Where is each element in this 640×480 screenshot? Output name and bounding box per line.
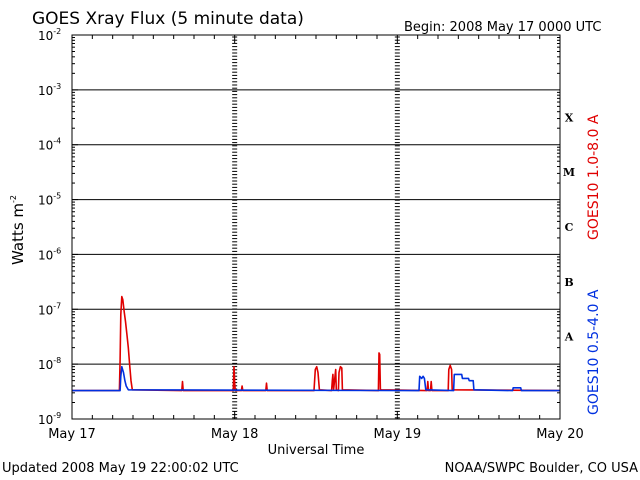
x-tick-label-0: May 17 — [48, 427, 96, 442]
y-tick-label: 10-4 — [38, 137, 61, 153]
series-lines — [72, 295, 561, 392]
grid-lines — [72, 36, 560, 419]
x-axis-ticks: May 17 May 18 May 19 May 20 — [48, 35, 584, 442]
flare-class-c: C — [565, 221, 574, 234]
y-tick-3: 10-5 — [38, 192, 560, 239]
x-axis-label: Universal Time — [268, 443, 365, 458]
y-tick-5: 10-7 — [38, 301, 560, 349]
plot-frame — [71, 34, 561, 420]
series-labels: GOES10 1.0-8.0 A GOES10 0.5-4.0 A — [586, 114, 602, 415]
flare-class-labels: X M C B A — [563, 111, 575, 343]
y-axis-label-superscript: -2 — [9, 195, 18, 203]
y-tick-label: 10-9 — [38, 411, 61, 427]
y-axis-label: Watts m-2 — [9, 195, 27, 265]
chart-title: GOES Xray Flux (5 minute data) — [32, 9, 304, 29]
y-tick-label: 10-6 — [38, 246, 61, 262]
updated-timestamp: Updated 2008 May 19 22:00:02 UTC — [2, 461, 239, 476]
x-tick-label-1: May 18 — [211, 427, 259, 442]
begin-label: Begin: 2008 May 17 0000 UTC — [404, 20, 601, 35]
y-tick-1: 10-3 — [38, 82, 560, 129]
y-tick-4: 10-6 — [38, 246, 560, 294]
y-tick-6: 10-8 — [38, 356, 560, 403]
y-tick-label: 10-7 — [38, 301, 61, 317]
y-tick-label: 10-3 — [38, 82, 61, 98]
flare-class-m: M — [563, 166, 575, 179]
flare-class-b: B — [564, 276, 573, 289]
y-tick-label: 10-2 — [38, 27, 61, 43]
series-label-0: GOES10 1.0-8.0 A — [586, 114, 602, 240]
x-tick-label-2: May 19 — [374, 427, 422, 442]
x-tick-label-3: May 20 — [536, 427, 584, 442]
series-line-0 — [72, 295, 561, 392]
series-label-1: GOES10 0.5-4.0 A — [586, 289, 602, 415]
flare-class-a: A — [564, 331, 574, 344]
day-divider-1 — [232, 36, 238, 419]
flare-class-x: X — [565, 111, 574, 124]
day-divider-2 — [394, 36, 400, 419]
series-line-1 — [72, 365, 560, 392]
y-axis-label-text: Watts m — [9, 203, 27, 265]
y-tick-label: 10-8 — [38, 356, 61, 372]
y-tick-label: 10-5 — [38, 192, 61, 208]
y-axis-ticks: 10-2 10-3 10-4 10-5 10-6 10-7 10-8 10-9 — [38, 27, 560, 427]
source-credit: NOAA/SWPC Boulder, CO USA — [445, 461, 638, 476]
y-tick-2: 10-4 — [38, 137, 560, 184]
